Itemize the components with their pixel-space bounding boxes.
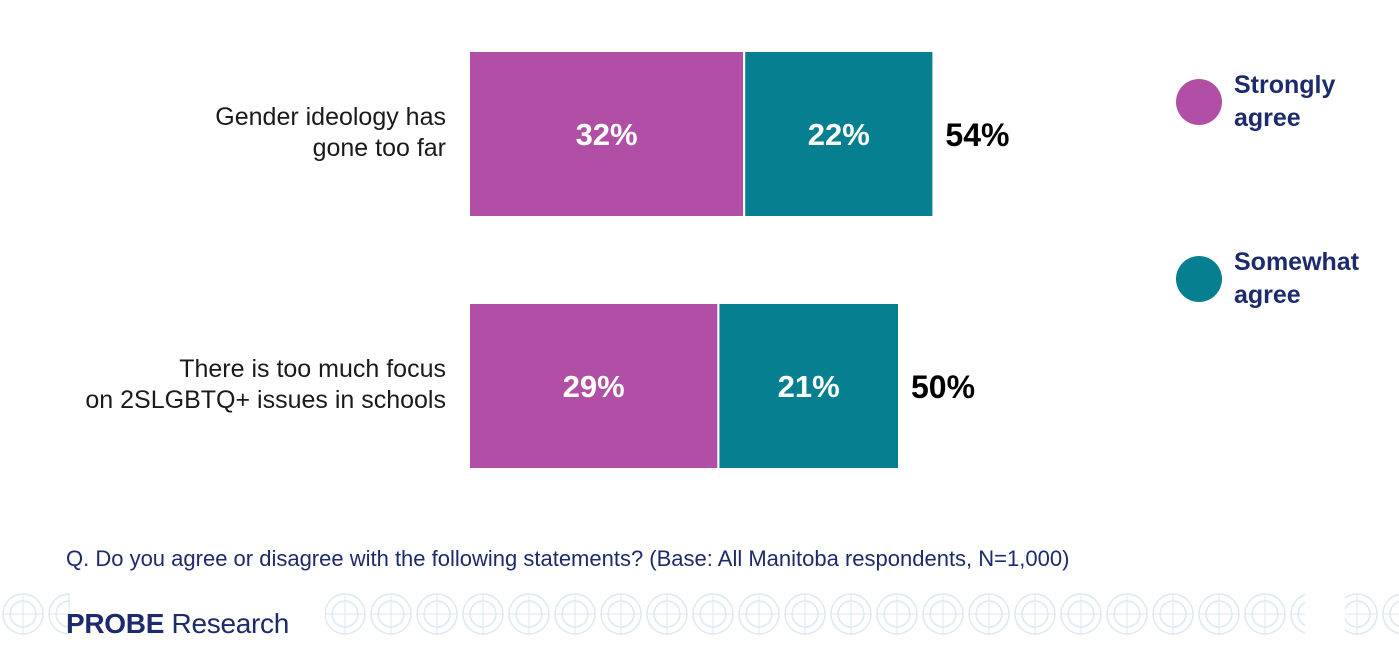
bar-somewhat-agree-1 — [743, 50, 935, 218]
category-label-2-line2: on 2SLGBTQ+ issues in schools — [85, 386, 446, 414]
stacked-bar-chart: 32% 22% 54% 29% 21% 50% — [468, 50, 1009, 470]
category-label-2-line1: There is too much focus — [179, 355, 446, 383]
footnote: Q. Do you agree or disagree with the fol… — [66, 546, 1070, 571]
category-label-1-line1: Gender ideology has — [215, 103, 446, 131]
category-label-1-line2: gone too far — [312, 134, 446, 162]
data-label-somewhat-agree-1: 22% — [808, 117, 870, 152]
bar-strongly-agree-1 — [468, 50, 746, 218]
bar-strongly-agree-2 — [468, 302, 720, 470]
brand-research: Research — [164, 608, 290, 639]
data-label-somewhat-agree-2: 21% — [778, 369, 840, 404]
legend-swatch-strongly-agree — [1176, 79, 1222, 125]
total-label-2: 50% — [911, 369, 975, 405]
legend-label-somewhat-agree-line1: Somewhat — [1234, 248, 1360, 276]
data-label-strongly-agree-1: 32% — [576, 117, 638, 152]
legend-item-strongly-agree: Strongly agree — [1176, 69, 1374, 135]
legend-item-somewhat-agree: Somewhat agree — [1176, 246, 1374, 312]
legend-label-strongly-agree: Strongly agree — [1234, 69, 1374, 135]
category-label-1: Gender ideology has gone too far — [6, 102, 446, 164]
legend-swatch-somewhat-agree — [1176, 256, 1222, 302]
legend-label-somewhat-agree: Somewhat agree — [1234, 246, 1374, 312]
legend-label-somewhat-agree-line2: agree — [1234, 281, 1301, 309]
bar-somewhat-agree-2 — [717, 302, 901, 470]
brand-probe: PROBE — [66, 608, 165, 639]
probe-research-logo: PROBE Research — [66, 608, 289, 640]
decorative-circle-pattern — [0, 584, 1399, 649]
legend-label-strongly-agree-line2: agree — [1234, 104, 1301, 132]
legend-label-strongly-agree-line1: Strongly — [1234, 71, 1336, 99]
data-label-strongly-agree-2: 29% — [563, 369, 625, 404]
total-label-1: 54% — [945, 117, 1009, 153]
category-label-2: There is too much focus on 2SLGBTQ+ issu… — [6, 354, 446, 416]
